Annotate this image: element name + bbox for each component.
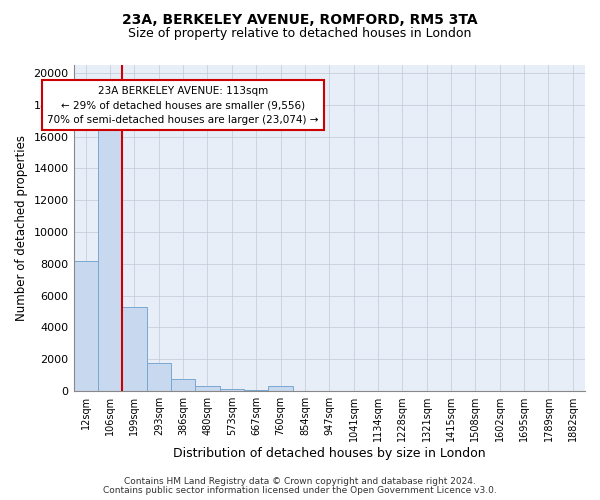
Text: Contains public sector information licensed under the Open Government Licence v3: Contains public sector information licen…: [103, 486, 497, 495]
Bar: [244, 390, 268, 391]
Bar: [268, 386, 293, 391]
Text: 23A BERKELEY AVENUE: 113sqm
← 29% of detached houses are smaller (9,556)
70% of : 23A BERKELEY AVENUE: 113sqm ← 29% of det…: [47, 86, 319, 126]
Bar: [146, 363, 171, 391]
Bar: [171, 379, 196, 391]
Y-axis label: Number of detached properties: Number of detached properties: [15, 135, 28, 321]
Bar: [98, 128, 122, 391]
X-axis label: Distribution of detached houses by size in London: Distribution of detached houses by size …: [173, 447, 485, 460]
Bar: [220, 388, 244, 391]
Bar: [196, 386, 220, 391]
Text: Size of property relative to detached houses in London: Size of property relative to detached ho…: [128, 28, 472, 40]
Bar: [74, 260, 98, 391]
Text: Contains HM Land Registry data © Crown copyright and database right 2024.: Contains HM Land Registry data © Crown c…: [124, 477, 476, 486]
Bar: [122, 307, 146, 391]
Text: 23A, BERKELEY AVENUE, ROMFORD, RM5 3TA: 23A, BERKELEY AVENUE, ROMFORD, RM5 3TA: [122, 12, 478, 26]
